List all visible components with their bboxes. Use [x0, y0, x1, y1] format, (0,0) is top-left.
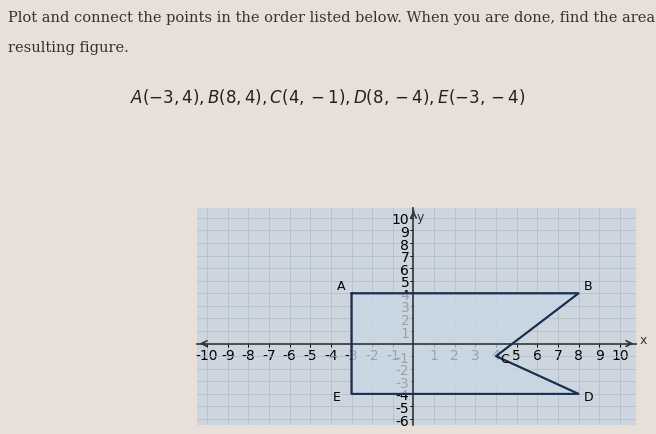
Text: resulting figure.: resulting figure. [8, 41, 129, 55]
Text: Plot and connect the points in the order listed below. When you are done, find t: Plot and connect the points in the order… [8, 11, 656, 25]
Polygon shape [352, 294, 579, 394]
Text: y: y [417, 210, 424, 223]
Text: C: C [500, 352, 509, 365]
Text: $A(-3,4), B(8,4), C(4,-1), D(8,-4), E(-3,-4)$: $A(-3,4), B(8,4), C(4,-1), D(8,-4), E(-3… [130, 87, 526, 107]
Text: x: x [640, 333, 647, 346]
Text: A: A [337, 279, 346, 292]
Text: D: D [584, 390, 593, 403]
Text: E: E [333, 390, 341, 403]
Text: B: B [584, 279, 592, 292]
